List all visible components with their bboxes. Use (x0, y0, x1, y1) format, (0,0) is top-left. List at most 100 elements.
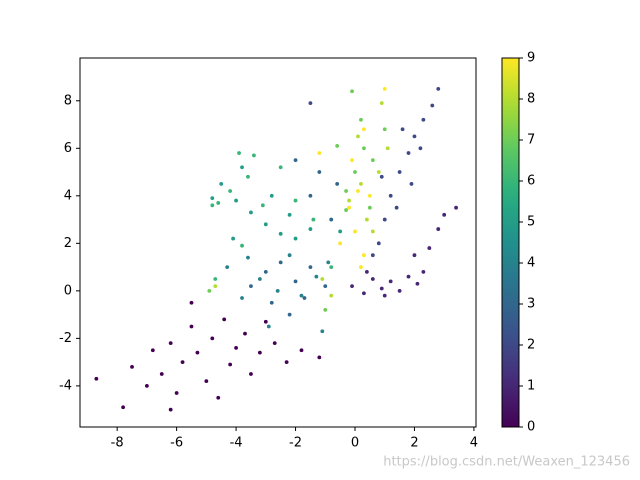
point (370, 229, 375, 234)
point (376, 170, 381, 174)
point (234, 198, 238, 203)
point (320, 329, 325, 334)
point (249, 210, 253, 215)
point (228, 189, 233, 193)
point (249, 372, 253, 376)
point (415, 281, 420, 286)
point (237, 151, 241, 155)
point (195, 350, 200, 355)
colorbar-tick-label: 8 (527, 92, 535, 107)
point (430, 103, 435, 108)
point (269, 193, 274, 198)
point (364, 269, 369, 274)
point (338, 229, 343, 234)
point (293, 236, 298, 241)
point (382, 217, 387, 222)
x-tick-label: 4 (470, 436, 478, 451)
point (338, 241, 343, 246)
point (347, 198, 351, 203)
point (293, 158, 298, 163)
point (299, 293, 304, 298)
point (335, 144, 340, 148)
point (219, 182, 224, 186)
point (362, 253, 366, 258)
point (293, 279, 298, 284)
point (263, 222, 268, 227)
y-tick-label: 8 (64, 93, 72, 108)
point (379, 286, 384, 291)
point (278, 231, 283, 236)
point (257, 277, 262, 281)
point (216, 395, 221, 400)
colorbar-tick-label: 7 (527, 133, 535, 148)
point (370, 158, 375, 163)
point (231, 236, 236, 241)
point (213, 284, 218, 289)
y-tick-label: -2 (59, 331, 72, 346)
point (436, 86, 441, 91)
point (406, 274, 411, 279)
point (442, 212, 447, 217)
point (359, 182, 363, 186)
x-tick-label: 2 (410, 436, 418, 451)
point (311, 217, 316, 222)
point (287, 312, 292, 317)
point (350, 158, 354, 163)
colorbar-tick-label: 1 (527, 379, 535, 394)
point (353, 170, 357, 174)
point (317, 355, 322, 360)
point (299, 348, 304, 353)
point (222, 317, 227, 322)
point (350, 89, 354, 94)
x-tick-label: 0 (351, 436, 359, 451)
x-tick-label: -6 (170, 436, 183, 451)
point (308, 265, 313, 269)
point (257, 350, 262, 355)
watermark: https://blog.csdn.net/Weaxen_123456 (383, 455, 630, 470)
point (204, 379, 209, 384)
point (293, 198, 298, 203)
point (370, 277, 375, 281)
point (400, 127, 405, 132)
point (168, 341, 173, 346)
y-tick-label: -4 (59, 378, 72, 393)
point (168, 407, 173, 412)
point (397, 288, 402, 293)
point (314, 274, 319, 279)
point (240, 243, 244, 248)
point (379, 101, 384, 106)
point (234, 345, 238, 350)
point (353, 229, 357, 234)
point (362, 291, 366, 296)
point (210, 336, 215, 341)
point (240, 296, 244, 300)
point (335, 182, 340, 186)
point (344, 189, 348, 193)
point (278, 165, 283, 170)
point (189, 300, 194, 305)
point (329, 293, 334, 298)
point (436, 227, 441, 231)
point (150, 348, 155, 353)
point (323, 284, 328, 289)
point (362, 146, 366, 151)
point (189, 324, 194, 329)
point (225, 265, 230, 269)
point (382, 127, 387, 132)
point (397, 170, 402, 174)
point (367, 205, 372, 210)
point (210, 196, 215, 201)
point (388, 279, 393, 284)
x-tick-label: -4 (230, 436, 243, 451)
point (359, 265, 363, 269)
colorbar (501, 57, 520, 428)
point (213, 277, 218, 281)
point (323, 307, 328, 312)
point (370, 253, 375, 258)
point (421, 117, 426, 122)
point (260, 203, 265, 208)
colorbar-tick-label: 9 (527, 51, 535, 66)
point (266, 324, 271, 329)
colorbar-tick-label: 6 (527, 174, 535, 189)
